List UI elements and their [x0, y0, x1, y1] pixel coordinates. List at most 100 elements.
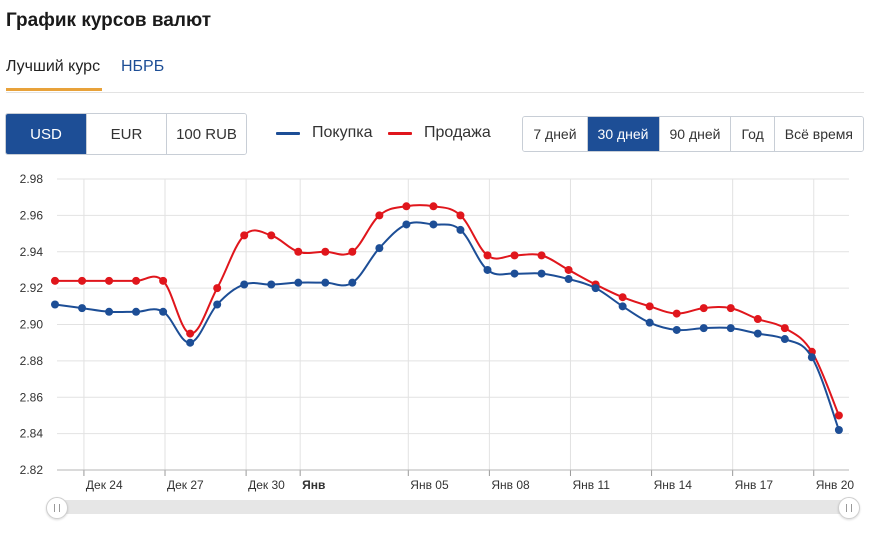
data-point-buy[interactable]	[105, 307, 114, 316]
data-point-sell[interactable]	[483, 251, 492, 260]
page-title: График курсов валют	[6, 10, 212, 31]
period-year-button[interactable]: Год	[730, 117, 774, 151]
data-point-buy[interactable]	[483, 265, 492, 274]
period-all-time-button[interactable]: Всё время	[773, 117, 863, 151]
period-30-days-button[interactable]: 30 дней	[586, 117, 659, 151]
currency-usd-button[interactable]: USD	[6, 114, 86, 154]
data-point-buy[interactable]	[159, 307, 168, 316]
data-point-buy[interactable]	[537, 269, 546, 278]
data-point-buy[interactable]	[645, 318, 654, 327]
y-tick-label: 2.90	[20, 318, 44, 332]
data-point-buy[interactable]	[807, 353, 816, 362]
data-point-sell[interactable]	[618, 293, 627, 302]
legend-swatch-buy	[276, 131, 300, 135]
data-point-buy[interactable]	[51, 300, 59, 309]
currency-selector: USD EUR 100 RUB	[5, 113, 247, 155]
data-point-buy[interactable]	[672, 325, 681, 334]
data-point-buy[interactable]	[618, 302, 627, 311]
data-point-sell[interactable]	[429, 202, 438, 211]
data-point-buy[interactable]	[699, 324, 708, 333]
data-point-sell[interactable]	[699, 304, 708, 313]
legend-label-sell: Продажа	[424, 124, 491, 141]
data-point-buy[interactable]	[456, 225, 465, 234]
x-tick-label: Янв 20	[816, 478, 855, 492]
data-point-buy[interactable]	[726, 324, 735, 333]
data-point-buy[interactable]	[132, 307, 141, 316]
data-point-buy[interactable]	[510, 269, 519, 278]
data-point-buy[interactable]	[780, 335, 789, 344]
currency-rub-button[interactable]: 100 RUB	[166, 114, 246, 154]
data-point-buy[interactable]	[834, 425, 843, 434]
x-tick-label: Дек 30	[248, 478, 285, 492]
data-point-buy[interactable]	[591, 284, 600, 293]
data-point-sell[interactable]	[78, 276, 87, 285]
data-point-buy[interactable]	[186, 338, 195, 347]
period-selector: 7 дней 30 дней 90 дней Год Всё время	[522, 116, 864, 152]
x-tick-label: Янв	[302, 478, 325, 492]
y-tick-label: 2.84	[20, 427, 44, 441]
data-point-sell[interactable]	[105, 276, 114, 285]
data-point-buy[interactable]	[753, 329, 762, 338]
data-point-sell[interactable]	[348, 247, 357, 256]
data-point-buy[interactable]	[267, 280, 276, 289]
data-point-sell[interactable]	[753, 315, 762, 324]
legend-item-sell[interactable]: Продажа	[388, 122, 491, 144]
y-tick-label: 2.94	[20, 245, 44, 259]
data-point-sell[interactable]	[780, 324, 789, 333]
data-point-buy[interactable]	[375, 244, 384, 253]
data-point-buy[interactable]	[429, 220, 438, 229]
data-point-buy[interactable]	[564, 275, 573, 284]
range-scrollbar[interactable]	[57, 500, 850, 514]
legend-item-buy[interactable]: Покупка	[276, 122, 373, 144]
data-point-sell[interactable]	[510, 251, 519, 260]
series-sell	[51, 202, 843, 420]
data-point-sell[interactable]	[456, 211, 465, 220]
tab-best-rate[interactable]: Лучший курс	[6, 58, 101, 75]
data-point-sell[interactable]	[240, 231, 249, 240]
y-tick-label: 2.88	[20, 354, 44, 368]
data-point-sell[interactable]	[402, 202, 411, 211]
data-point-sell[interactable]	[321, 247, 330, 256]
series-line-buy	[54, 221, 840, 431]
data-point-sell[interactable]	[645, 302, 654, 311]
tab-nbrb[interactable]: НБРБ	[121, 58, 165, 75]
data-point-sell[interactable]	[294, 247, 303, 256]
data-point-sell[interactable]	[267, 231, 276, 240]
x-tick-label: Янв 17	[735, 478, 774, 492]
data-point-sell[interactable]	[537, 251, 546, 260]
data-point-sell[interactable]	[213, 284, 222, 293]
data-point-buy[interactable]	[240, 280, 249, 289]
series-buy	[51, 220, 843, 434]
data-point-sell[interactable]	[159, 276, 168, 285]
x-tick-label: Дек 24	[86, 478, 123, 492]
data-point-sell[interactable]	[726, 304, 735, 313]
legend-label-buy: Покупка	[312, 124, 373, 141]
currency-eur-button[interactable]: EUR	[86, 114, 166, 154]
data-point-buy[interactable]	[348, 278, 357, 287]
y-tick-label: 2.92	[20, 281, 44, 295]
data-point-sell[interactable]	[51, 276, 59, 285]
period-7-days-button[interactable]: 7 дней	[523, 117, 587, 151]
active-tab-indicator	[6, 88, 102, 91]
range-handle-left[interactable]	[46, 497, 68, 519]
data-point-buy[interactable]	[321, 278, 330, 287]
data-point-sell[interactable]	[132, 276, 141, 285]
legend-swatch-sell	[388, 131, 412, 135]
grip-icon	[846, 504, 852, 512]
data-point-buy[interactable]	[294, 278, 303, 287]
data-point-sell[interactable]	[834, 411, 843, 420]
data-point-buy[interactable]	[213, 300, 222, 309]
y-tick-label: 2.98	[20, 172, 44, 186]
x-tick-label: Янв 14	[654, 478, 693, 492]
data-point-buy[interactable]	[78, 304, 87, 313]
data-point-sell[interactable]	[564, 265, 573, 274]
period-90-days-button[interactable]: 90 дней	[658, 117, 731, 151]
series-line-sell	[55, 204, 840, 416]
range-handle-right[interactable]	[838, 497, 860, 519]
data-point-buy[interactable]	[402, 220, 411, 229]
data-point-sell[interactable]	[672, 309, 681, 318]
y-tick-label: 2.82	[20, 463, 44, 477]
data-point-sell[interactable]	[375, 211, 384, 220]
data-point-sell[interactable]	[186, 329, 195, 338]
